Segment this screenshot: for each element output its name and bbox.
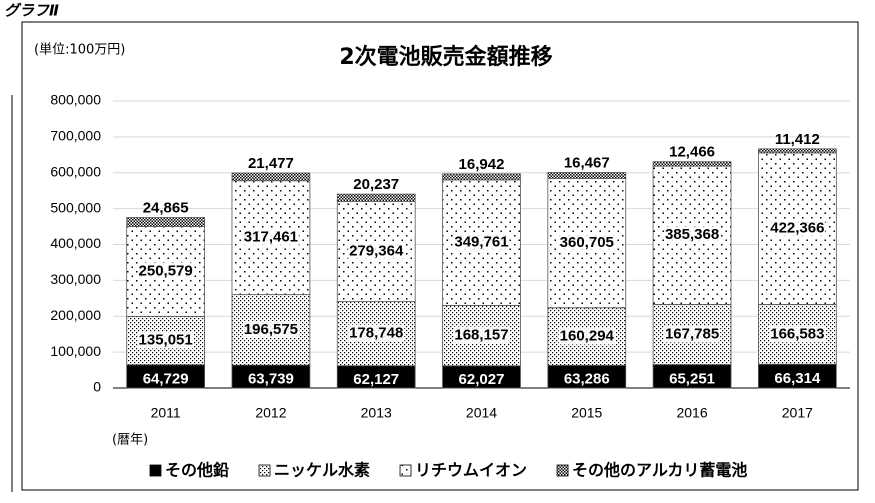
value-label: 20,237 (353, 176, 399, 193)
bar-segment (652, 161, 732, 167)
value-label-bg (348, 242, 405, 260)
chart-frame (21, 21, 859, 491)
value-label: 16,467 (564, 154, 610, 171)
x-tick-label: 2016 (676, 405, 707, 421)
legend-swatch (399, 464, 412, 477)
y-tick-label: 800,000 (50, 92, 101, 108)
y-tick-label: 0 (93, 379, 101, 395)
value-label: 349,761 (454, 234, 508, 251)
value-label: 21,477 (248, 155, 294, 172)
value-label-bg (558, 327, 616, 345)
legend-label: その他のアルカリ蓄電池 (572, 461, 747, 480)
unit-label: (単位:100万円) (34, 42, 125, 58)
value-label: 196,575 (244, 321, 298, 338)
value-label: 167,785 (665, 325, 719, 342)
y-tick-label: 500,000 (50, 199, 101, 215)
value-label: 65,251 (669, 370, 715, 387)
value-label: 168,157 (454, 327, 508, 344)
value-label-bg (769, 219, 826, 237)
legend-swatch (258, 464, 271, 477)
value-label: 166,583 (770, 325, 824, 342)
value-label-bg (558, 234, 615, 252)
value-label: 63,739 (248, 371, 294, 388)
y-tick-label: 100,000 (50, 343, 101, 359)
legend-label: ニッケル水素 (274, 461, 370, 480)
x-axis-label: (暦年) (112, 433, 148, 448)
legend-swatch (149, 464, 162, 477)
x-tick-label: 2017 (782, 405, 813, 421)
value-label: 250,579 (139, 262, 193, 279)
bar-segment (758, 148, 837, 154)
legend-swatch (556, 464, 569, 477)
x-tick-label: 2012 (255, 405, 286, 421)
value-label-bg (663, 325, 721, 343)
value-label-bg (348, 324, 405, 342)
value-label-bg (137, 331, 194, 349)
value-label-bg (242, 228, 300, 246)
x-tick-label: 2014 (466, 405, 497, 421)
value-label: 178,748 (349, 325, 403, 342)
value-label: 16,942 (459, 156, 505, 173)
bar-segment (126, 217, 205, 227)
value-label: 360,705 (560, 234, 614, 251)
value-label: 66,314 (774, 370, 821, 387)
value-label: 63,286 (564, 371, 610, 388)
x-tick-label: 2015 (571, 405, 602, 421)
value-label: 12,466 (669, 144, 715, 161)
value-label: 64,729 (143, 370, 189, 387)
value-label-bg (663, 226, 721, 244)
chart-title: 2次電池販売金額推移 (339, 44, 552, 70)
y-tick-label: 200,000 (50, 307, 101, 323)
value-label: 385,368 (665, 226, 719, 243)
value-label: 62,027 (459, 371, 505, 388)
value-label-bg (769, 325, 826, 343)
x-tick-label: 2011 (151, 405, 181, 421)
value-label: 279,364 (349, 242, 404, 259)
value-label: 317,461 (244, 229, 298, 246)
y-tick-label: 600,000 (50, 163, 101, 179)
y-tick-label: 700,000 (50, 128, 101, 144)
legend-label: その他鉛 (165, 461, 229, 480)
bar-segment (231, 172, 311, 182)
value-label: 11,412 (775, 131, 820, 148)
value-label: 62,127 (353, 371, 399, 388)
y-tick-label: 300,000 (50, 271, 101, 287)
value-label: 135,051 (139, 332, 193, 349)
value-label: 24,865 (143, 199, 189, 216)
x-tick-label: 2013 (361, 405, 392, 421)
value-label-bg (453, 326, 510, 344)
bar-segment (336, 193, 416, 202)
bar-segment (547, 172, 627, 179)
value-label-bg (137, 262, 194, 280)
value-label: 422,366 (770, 220, 824, 237)
value-label: 160,294 (560, 328, 615, 345)
bar-segment (442, 173, 521, 181)
page-label: グラフⅡ (4, 2, 59, 20)
legend-label: リチウムイオン (415, 461, 527, 480)
value-label-bg (242, 320, 300, 338)
value-label-bg (453, 233, 510, 251)
y-tick-label: 400,000 (50, 235, 101, 251)
